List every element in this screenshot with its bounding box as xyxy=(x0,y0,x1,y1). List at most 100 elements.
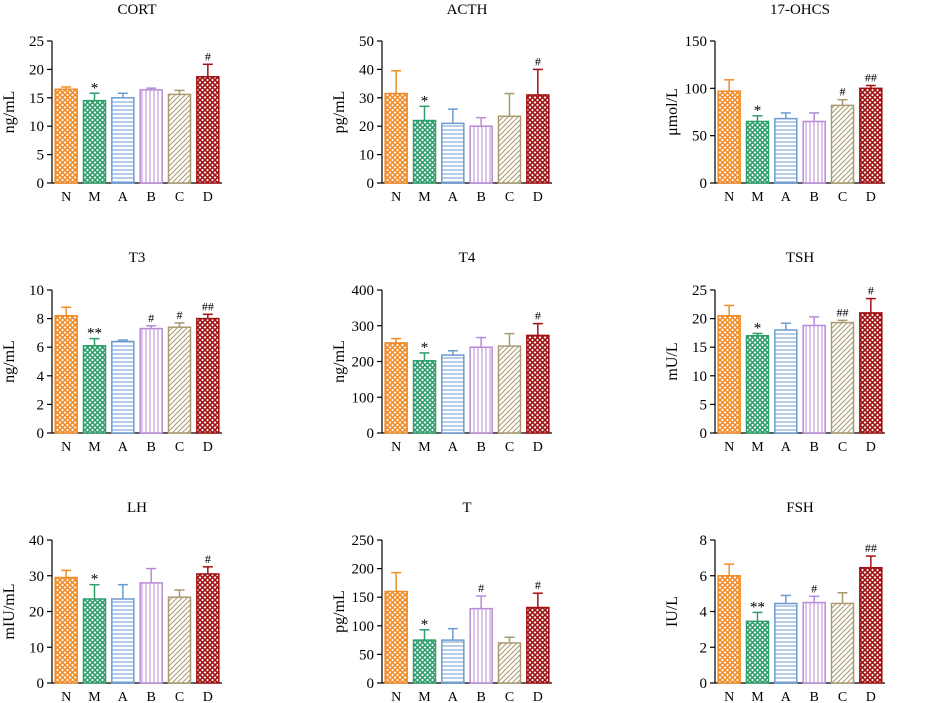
significance-label: ## xyxy=(865,541,877,555)
x-tick-label: D xyxy=(203,690,213,703)
y-axis-label: pg/mL xyxy=(331,91,348,134)
x-tick-label: B xyxy=(476,690,485,703)
x-tick-label: D xyxy=(866,690,876,703)
y-tick-label: 0 xyxy=(700,426,708,442)
y-tick-label: 20 xyxy=(29,62,44,78)
bar-B xyxy=(139,582,163,684)
y-tick-label: 20 xyxy=(29,605,44,621)
chart-title: T4 xyxy=(459,250,476,266)
bar-N xyxy=(54,88,78,184)
bar-C xyxy=(830,602,855,684)
x-tick-label: B xyxy=(146,690,155,703)
y-tick-label: 400 xyxy=(352,283,375,299)
significance-label: * xyxy=(754,320,762,336)
y-tick-label: 300 xyxy=(352,319,375,335)
bar-B xyxy=(469,346,493,434)
bar-N xyxy=(717,575,741,684)
x-tick-label: A xyxy=(118,690,129,703)
y-tick-label: 10 xyxy=(29,119,44,135)
bar-M xyxy=(82,598,107,684)
x-tick-label: B xyxy=(809,690,818,703)
x-tick-label: C xyxy=(838,440,847,455)
bar-D xyxy=(859,87,883,184)
y-tick-label: 30 xyxy=(29,569,44,585)
y-tick-label: 10 xyxy=(29,283,44,299)
x-tick-label: M xyxy=(88,190,101,205)
y-tick-label: 20 xyxy=(359,119,374,135)
x-tick-label: D xyxy=(533,440,543,455)
chart-title: FSH xyxy=(786,500,814,516)
significance-label: # xyxy=(535,309,541,323)
bar-D xyxy=(196,317,220,434)
y-tick-label: 100 xyxy=(685,81,708,97)
significance-label: # xyxy=(535,578,541,592)
bar-A xyxy=(774,602,798,684)
chart-title: CORT xyxy=(117,2,156,18)
x-tick-label: B xyxy=(146,440,155,455)
x-tick-label: C xyxy=(175,690,184,703)
y-tick-label: 100 xyxy=(352,390,375,406)
chart-17-ohcs: 17-OHCS μmol/L 0 50 100 150 N M * A B C # D ## xyxy=(664,2,885,205)
y-axis-label: IU/L xyxy=(664,596,681,627)
bar-D xyxy=(859,312,883,434)
significance-label: # xyxy=(840,85,846,99)
chart-title: 17-OHCS xyxy=(770,2,830,18)
y-tick-label: 15 xyxy=(29,91,44,107)
significance-label: # xyxy=(205,49,211,63)
bar-B xyxy=(469,125,493,184)
y-axis-label: μmol/L xyxy=(664,88,681,136)
bar-A xyxy=(441,354,465,434)
x-tick-label: A xyxy=(118,440,129,455)
x-tick-label: D xyxy=(533,190,543,205)
bar-N xyxy=(54,576,78,684)
x-tick-label: M xyxy=(418,440,431,455)
bar-N xyxy=(384,342,408,434)
x-tick-label: C xyxy=(505,440,514,455)
y-tick-label: 8 xyxy=(700,533,708,549)
significance-label: ## xyxy=(837,305,849,319)
y-tick-label: 0 xyxy=(367,176,375,192)
x-tick-label: N xyxy=(724,440,734,455)
bar-C xyxy=(167,596,192,684)
y-tick-label: 2 xyxy=(37,397,45,413)
chart-acth: ACTH pg/mL 0 10 20 30 40 50 N M * A B C D # xyxy=(331,2,552,205)
chart-cort: CORT ng/mL 0 5 10 15 20 25 N M * A B C D # xyxy=(1,2,222,205)
y-axis-label: ng/mL xyxy=(1,340,18,383)
y-tick-label: 10 xyxy=(692,369,707,385)
x-tick-label: M xyxy=(751,440,764,455)
x-tick-label: D xyxy=(866,190,876,205)
bar-C xyxy=(497,642,522,684)
y-tick-label: 5 xyxy=(37,148,45,164)
significance-label: # xyxy=(177,308,183,322)
bar-M xyxy=(412,360,437,434)
bar-D xyxy=(526,606,550,684)
y-tick-label: 20 xyxy=(692,312,707,328)
bar-A xyxy=(111,340,135,434)
bar-N xyxy=(717,314,741,434)
x-tick-label: M xyxy=(751,690,764,703)
significance-label: ## xyxy=(865,70,877,84)
y-tick-label: 150 xyxy=(352,590,375,606)
y-tick-label: 30 xyxy=(359,91,374,107)
bar-M xyxy=(82,99,107,184)
x-tick-label: N xyxy=(391,190,401,205)
x-tick-label: D xyxy=(203,440,213,455)
x-tick-label: M xyxy=(418,690,431,703)
y-tick-label: 40 xyxy=(29,533,44,549)
y-tick-label: 15 xyxy=(692,340,707,356)
bar-A xyxy=(111,97,135,184)
bar-M xyxy=(82,345,107,434)
y-tick-label: 0 xyxy=(37,426,45,442)
bar-A xyxy=(441,639,465,684)
bar-D xyxy=(859,566,883,684)
y-axis-label: mU/L xyxy=(664,342,681,380)
x-tick-label: D xyxy=(203,190,213,205)
chart-t3: T3 ng/mL 0 2 4 6 8 10 N M ** A B # C # D ## xyxy=(1,250,222,455)
bar-C xyxy=(167,93,192,184)
x-tick-label: A xyxy=(448,440,459,455)
bar-D xyxy=(526,94,550,184)
bar-C xyxy=(830,104,855,184)
bar-B xyxy=(802,601,826,684)
y-tick-label: 50 xyxy=(692,129,707,145)
x-tick-label: N xyxy=(61,690,71,703)
